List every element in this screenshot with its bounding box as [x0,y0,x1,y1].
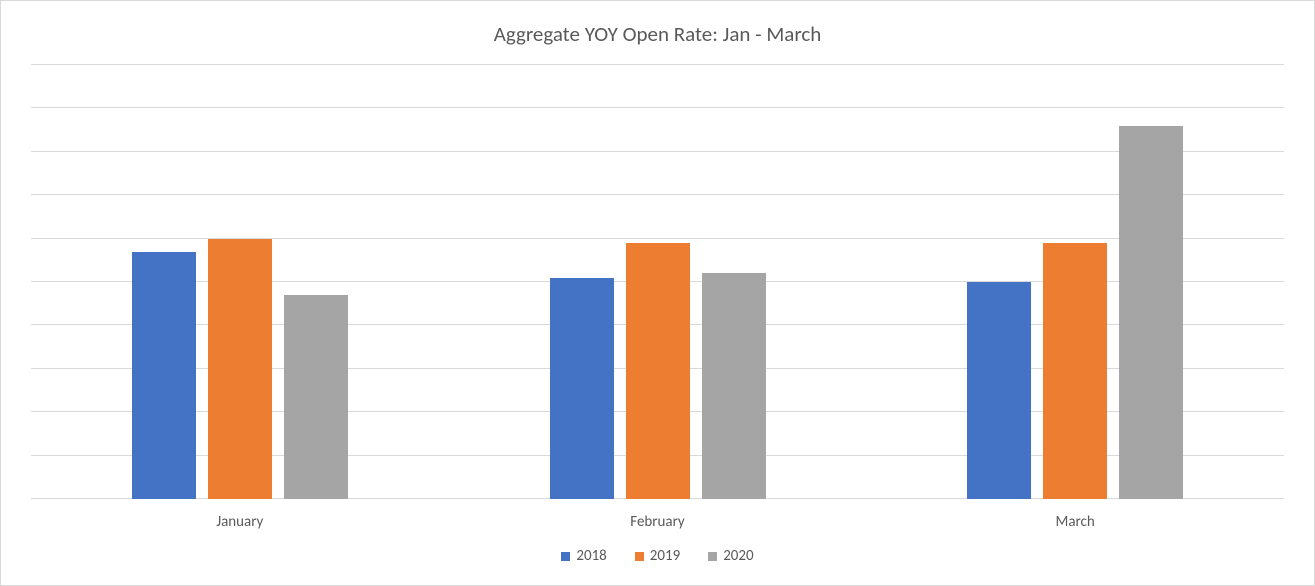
legend-swatch [708,552,717,561]
legend-item-2019: 2019 [635,547,680,565]
x-axis-labels: JanuaryFebruaryMarch [31,513,1284,531]
bar-2020-march [1119,126,1183,499]
legend-item-2020: 2020 [708,547,753,565]
bar-2019-january [208,239,272,499]
x-axis-label: March [866,513,1284,531]
x-axis-label: February [449,513,867,531]
legend-swatch [635,552,644,561]
bar-2019-march [1043,243,1107,499]
legend-label: 2020 [723,547,753,565]
legend-swatch [561,552,570,561]
legend-item-2018: 2018 [561,547,606,565]
legend: 2018 2019 2020 [31,547,1284,565]
chart-title: Aggregate YOY Open Rate: Jan - March [31,21,1284,47]
bar-2020-january [284,295,348,499]
bars-layer [31,65,1284,499]
bar-2018-march [967,282,1031,499]
plot-area [31,65,1284,499]
legend-label: 2019 [650,547,680,565]
x-axis-label: January [31,513,449,531]
bar-2019-february [626,243,690,499]
bar-2018-february [550,278,614,499]
bar-2018-january [132,252,196,499]
chart-container: Aggregate YOY Open Rate: Jan - March Jan… [0,0,1315,586]
bar-2020-february [702,273,766,499]
legend-label: 2018 [576,547,606,565]
